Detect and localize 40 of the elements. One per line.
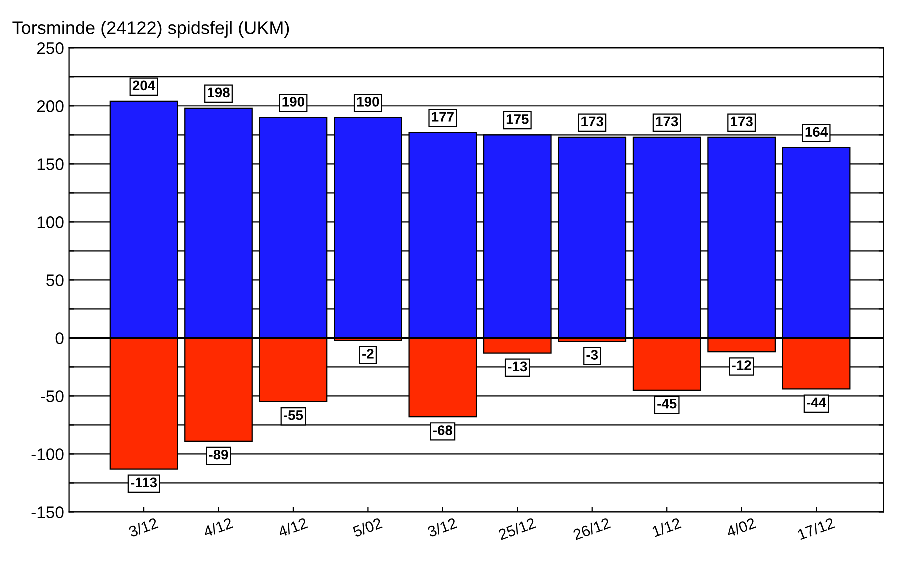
data-label: -13 bbox=[508, 362, 528, 372]
y-tick-label: 200 bbox=[37, 100, 64, 112]
data-label: 177 bbox=[432, 112, 454, 122]
data-label: -45 bbox=[658, 399, 677, 409]
data-label: 164 bbox=[806, 127, 828, 138]
data-label: 190 bbox=[282, 97, 304, 107]
x-tick-label: 4/12 bbox=[277, 517, 308, 538]
y-tick-label: 150 bbox=[38, 158, 64, 170]
y-tick-label: -150 bbox=[32, 506, 64, 518]
data-label: 175 bbox=[506, 114, 529, 124]
data-label: 173 bbox=[656, 116, 678, 127]
y-tick-label: 50 bbox=[46, 274, 64, 286]
data-label: -12 bbox=[732, 360, 752, 370]
x-tick-label: 17/12 bbox=[797, 517, 836, 540]
data-label: -89 bbox=[209, 450, 228, 460]
data-label: -44 bbox=[807, 398, 827, 408]
x-tick-label: 25/12 bbox=[498, 517, 536, 540]
y-tick-label: -50 bbox=[41, 390, 64, 402]
chart-title: Torsminde (24122) spidsfejl (UKM) bbox=[12, 21, 290, 38]
data-label: -2 bbox=[362, 348, 374, 359]
x-tick-label: 4/02 bbox=[726, 517, 756, 538]
y-tick-label: 0 bbox=[56, 332, 64, 344]
data-label: 204 bbox=[132, 80, 156, 91]
data-label: 173 bbox=[582, 116, 604, 127]
x-tick-label: 4/12 bbox=[202, 517, 234, 538]
x-tick-label: 26/12 bbox=[572, 517, 612, 540]
data-label: 198 bbox=[208, 88, 230, 98]
data-label: -3 bbox=[586, 350, 598, 360]
x-tick-label: 3/12 bbox=[427, 517, 458, 538]
data-label: -68 bbox=[433, 426, 453, 436]
x-tick-label: 5/02 bbox=[352, 517, 383, 538]
x-tick-label: 3/12 bbox=[128, 517, 159, 538]
data-label: 190 bbox=[357, 97, 380, 107]
x-tick-label: 1/12 bbox=[652, 517, 682, 538]
y-tick-label: 100 bbox=[38, 216, 64, 228]
y-tick-label: 250 bbox=[37, 42, 64, 54]
y-tick-label: -100 bbox=[32, 448, 64, 460]
data-label: -55 bbox=[284, 410, 304, 420]
data-label: 173 bbox=[731, 116, 753, 127]
data-label: -113 bbox=[131, 478, 158, 488]
